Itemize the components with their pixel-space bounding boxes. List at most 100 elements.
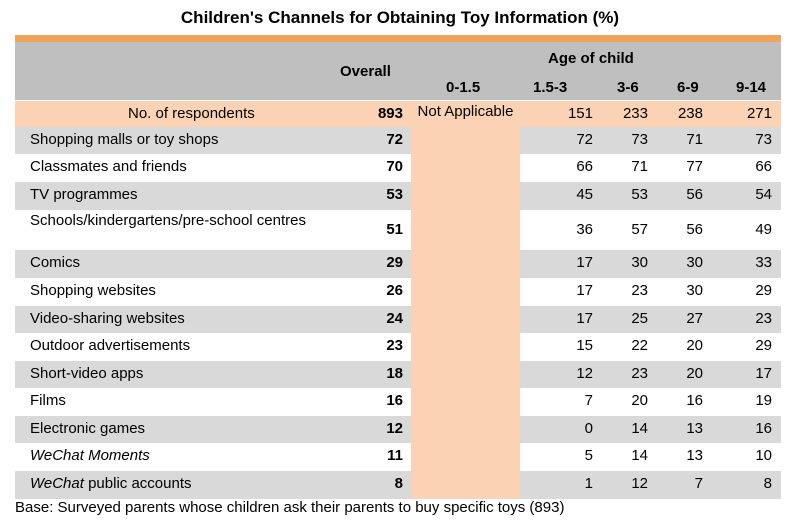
row-label: WeChat Moments — [30, 447, 350, 464]
table-row: WeChat Moments 11 5 14 13 10 — [15, 443, 781, 471]
age-group-value: 14 — [631, 420, 648, 437]
respondents-label: No. of respondents — [128, 105, 255, 122]
table-row: WeChat public accounts 8 1 12 7 8 — [15, 471, 781, 499]
age-group-value: 66 — [576, 158, 593, 175]
respondents-9-14: 271 — [746, 105, 772, 122]
row-shade — [520, 471, 781, 499]
row-label: WeChat public accounts — [30, 475, 192, 492]
table-row: Short-video apps 18 12 23 20 17 — [15, 361, 781, 388]
overall-value: 8 — [394, 475, 403, 492]
table-row: Video-sharing websites 24 17 25 27 23 — [15, 306, 781, 333]
age-group-value: 5 — [584, 447, 593, 464]
age-group-value: 72 — [576, 131, 593, 148]
age-group-value: 71 — [686, 131, 703, 148]
age-group-value: 20 — [631, 392, 648, 409]
table-row: Outdoor advertisements 23 15 22 20 29 — [15, 333, 781, 361]
table-row: Classmates and friends 70 66 71 77 66 — [15, 154, 781, 182]
base-note: Base: Surveyed parents whose children as… — [15, 499, 565, 516]
row-label: Schools/kindergartens/pre-school centres — [30, 212, 306, 229]
age-group-value: 13 — [686, 420, 703, 437]
row-shade — [520, 250, 781, 278]
not-applicable-text: Not Applicable — [417, 103, 514, 120]
age-group-value: 16 — [755, 420, 772, 437]
age-group-value: 16 — [686, 392, 703, 409]
age-group-value: 15 — [576, 337, 593, 354]
age-group-value: 0 — [584, 420, 593, 437]
overall-value: 23 — [386, 337, 403, 354]
row-label: Outdoor advertisements — [30, 337, 191, 354]
age-group-value: 56 — [686, 221, 703, 238]
table-row: Comics 29 17 30 30 33 — [15, 250, 781, 278]
header-age-9-14: 9-14 — [736, 79, 767, 96]
age-group-value: 54 — [755, 186, 772, 203]
age-group-value: 17 — [576, 254, 593, 271]
age-group-value: 22 — [631, 337, 648, 354]
age-group-value: 30 — [631, 254, 648, 271]
age-group-value: 30 — [686, 282, 703, 299]
row-label: Electronic games — [30, 420, 146, 437]
row-label: Comics — [30, 254, 81, 271]
age-group-value: 49 — [755, 221, 772, 238]
age-group-value: 19 — [755, 392, 772, 409]
overall-value: 24 — [386, 310, 403, 327]
row-shade — [15, 250, 411, 278]
age-group-value: 1 — [584, 475, 593, 492]
row-shade — [520, 361, 781, 388]
overall-value: 70 — [386, 158, 403, 175]
overall-value: 16 — [386, 392, 403, 409]
age-group-value: 12 — [631, 475, 648, 492]
overall-value: 12 — [386, 420, 403, 437]
age-group-value: 30 — [686, 254, 703, 271]
age-group-value: 20 — [686, 337, 703, 354]
age-group-value: 23 — [755, 310, 772, 327]
row-label-italic: WeChat — [30, 475, 84, 492]
age-group-value: 29 — [755, 337, 772, 354]
respondents-overall: 893 — [377, 105, 403, 122]
row-shade — [15, 416, 411, 443]
table-row: Schools/kindergartens/pre-school centres… — [15, 210, 781, 250]
age-group-value: 36 — [576, 221, 593, 238]
age-group-value: 10 — [755, 447, 772, 464]
age-group-value: 7 — [694, 475, 703, 492]
row-label: Shopping malls or toy shops — [30, 131, 219, 148]
not-applicable-column — [411, 101, 520, 499]
row-shade — [15, 471, 411, 499]
overall-value: 11 — [387, 447, 403, 464]
age-group-value: 73 — [631, 131, 648, 148]
respondents-row — [15, 101, 781, 127]
row-shade — [520, 127, 781, 154]
row-label: Shopping websites — [30, 282, 156, 299]
row-shade — [15, 182, 411, 210]
age-group-value: 23 — [631, 282, 648, 299]
age-group-value: 66 — [755, 158, 772, 175]
row-shade — [15, 127, 411, 154]
overall-value: 53 — [386, 186, 403, 203]
row-shade — [15, 306, 411, 333]
table-header — [15, 42, 781, 100]
age-group-value: 17 — [576, 310, 593, 327]
age-group-value: 29 — [755, 282, 772, 299]
age-group-value: 17 — [576, 282, 593, 299]
overall-value: 26 — [386, 282, 403, 299]
row-label: Short-video apps — [30, 365, 144, 382]
overall-value: 18 — [386, 365, 403, 382]
header-age-6-9: 6-9 — [677, 79, 699, 96]
age-group-value: 14 — [631, 447, 648, 464]
row-label: Films — [30, 392, 66, 409]
age-group-value: 25 — [631, 310, 648, 327]
age-group-value: 12 — [576, 365, 593, 382]
age-group-value: 27 — [686, 310, 703, 327]
overall-value: 72 — [386, 131, 403, 148]
header-overall: Overall — [340, 63, 391, 80]
table-row: TV programmes 53 45 53 56 54 — [15, 182, 781, 210]
age-group-value: 71 — [631, 158, 648, 175]
row-shade — [15, 361, 411, 388]
row-shade — [520, 182, 781, 210]
row-label: Classmates and friends — [30, 158, 187, 175]
age-group-value: 17 — [755, 365, 772, 382]
respondents-6-9: 238 — [677, 105, 703, 122]
age-group-value: 23 — [631, 365, 648, 382]
table-row: Films 16 7 20 16 19 — [15, 388, 781, 416]
age-group-value: 13 — [686, 447, 703, 464]
